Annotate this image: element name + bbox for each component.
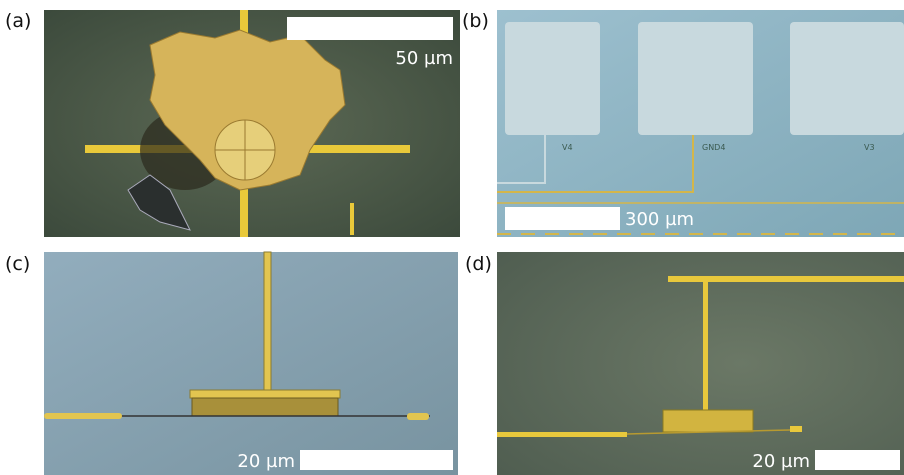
scale-label: 20 µm [752, 451, 810, 472]
panel-a: 50 µm (a) [5, 10, 460, 237]
electrode [407, 413, 429, 420]
electrode [790, 426, 802, 432]
panel-d: 20 µm (d) [465, 252, 904, 475]
electrode [497, 432, 627, 437]
pad [505, 22, 600, 135]
scale-bar [815, 450, 900, 470]
panel-label: (d) [465, 253, 492, 275]
figure: 50 µm (a) V4 GND4 V3 300 µm (b) 20 µm (c… [0, 0, 904, 475]
scale-label: 20 µm [237, 451, 295, 472]
pad-label: V4 [562, 143, 573, 152]
pad-label: GND4 [702, 143, 725, 152]
scale-label: 50 µm [395, 48, 453, 69]
comb [192, 398, 338, 416]
electrode [264, 252, 271, 392]
micrograph [497, 252, 904, 475]
panel-label: (b) [462, 10, 489, 32]
electrode [350, 203, 354, 235]
electrode [190, 390, 340, 398]
pad-label: V3 [864, 143, 875, 152]
electrode [668, 276, 904, 282]
comb [663, 410, 753, 432]
pad [790, 22, 904, 135]
panel-label: (c) [5, 253, 30, 275]
micrograph [44, 252, 458, 475]
scale-bar [505, 207, 620, 230]
electrode [44, 413, 122, 419]
panel-label: (a) [5, 10, 31, 32]
panel-b: V4 GND4 V3 300 µm (b) [462, 10, 904, 237]
scale-bar [287, 17, 453, 40]
panel-c: 20 µm (c) [5, 252, 458, 475]
scale-label: 300 µm [625, 209, 694, 230]
scale-bar [300, 450, 453, 470]
pad [638, 22, 753, 135]
electrode [703, 282, 708, 410]
